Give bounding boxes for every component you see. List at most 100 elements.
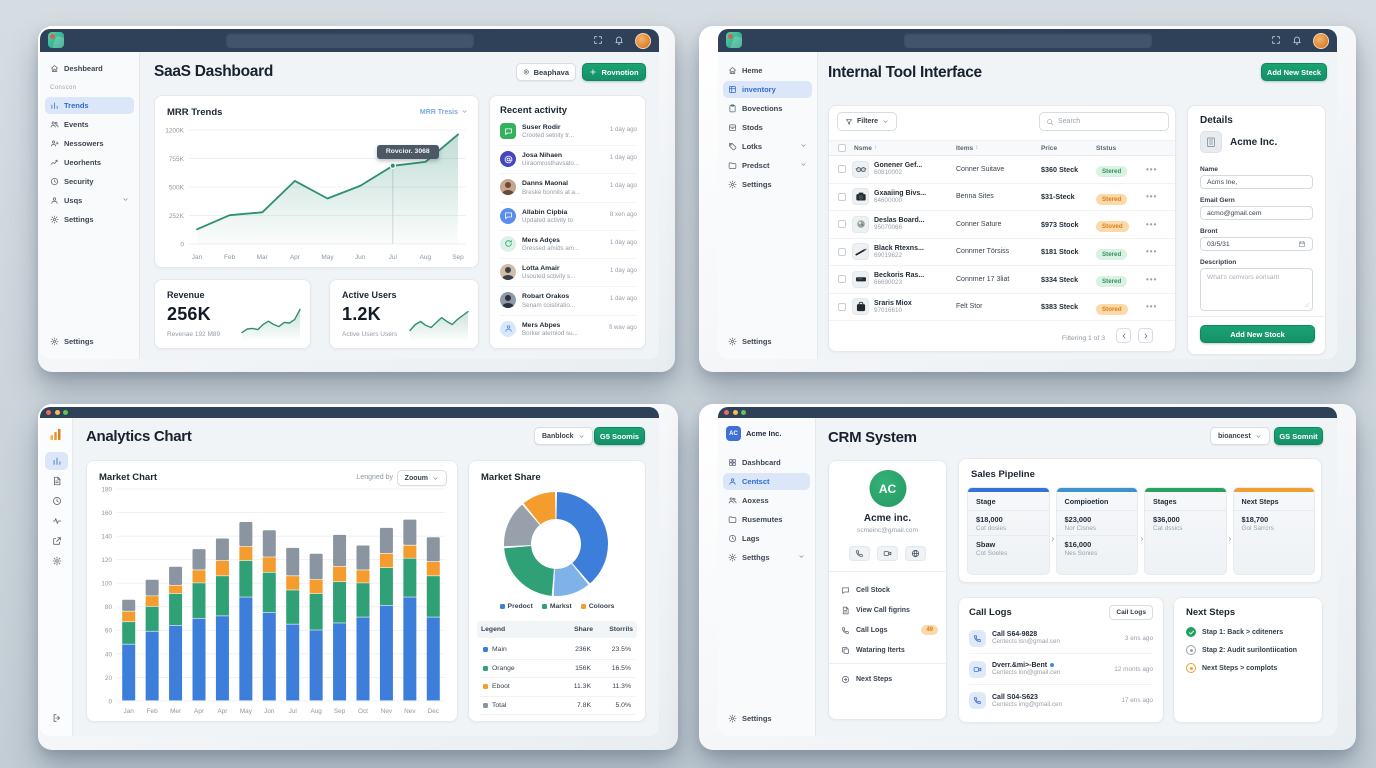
table-row[interactable]: Beckoris Ras... 66690023 Connmer 17 3liat $… bbox=[829, 266, 1175, 294]
activity-list-item[interactable]: Lotta Amair Usouted sctivity s... 1 day ag… bbox=[500, 259, 637, 288]
phone-button[interactable] bbox=[849, 546, 870, 561]
row-actions-button[interactable]: ••• bbox=[1146, 274, 1158, 284]
legend-select[interactable]: Zooum bbox=[396, 470, 447, 486]
activity-list-item[interactable]: Mers Adçes Gressed amids am... 1 day ago bbox=[500, 231, 637, 260]
call-logs-button[interactable]: Cail Logs bbox=[1109, 605, 1153, 620]
sidebar-item-dashbcard[interactable]: Dashbcard bbox=[723, 454, 810, 471]
bront-input[interactable]: 03/5/31 bbox=[1200, 237, 1313, 251]
table-row[interactable]: Deslas Board... 95070066 Conner Sature $973… bbox=[829, 211, 1175, 239]
table-row[interactable]: Sraris Miox 97016610 Felt Stor $383 Steck St… bbox=[829, 294, 1175, 321]
sidebar-item-deshbeard[interactable]: Deshbeard bbox=[45, 60, 134, 77]
sidebar-item-predsct[interactable]: Predsct bbox=[723, 157, 812, 174]
expand-icon[interactable] bbox=[1271, 32, 1281, 50]
rail-item-share[interactable] bbox=[45, 532, 68, 550]
sidebar-item-lotks[interactable]: Lotks bbox=[723, 138, 812, 155]
header-dropdown[interactable]: bioancest bbox=[1210, 427, 1270, 445]
column-header-status[interactable]: Ststus bbox=[1096, 144, 1117, 152]
avatar[interactable] bbox=[635, 32, 651, 49]
sidebar-item-nessowers[interactable]: Nessowers bbox=[45, 135, 134, 152]
share-table-row[interactable]: Orange 156K 16.5% bbox=[479, 660, 635, 678]
activity-list-item[interactable]: Mers Abpes Borker aterniod su... fi wav ag… bbox=[500, 316, 637, 343]
profile-menu-next-steps[interactable]: Next Steps bbox=[841, 669, 938, 689]
video-button[interactable] bbox=[877, 546, 898, 561]
activity-list-item[interactable]: Josa Nihaen Uiraomrosthavsato... 1 day ago bbox=[500, 146, 637, 175]
sidebar-item-settings[interactable]: Settings bbox=[723, 710, 810, 727]
rail-item-gear[interactable] bbox=[45, 552, 68, 570]
column-header-price[interactable]: Price bbox=[1041, 144, 1058, 152]
pipeline-column[interactable]: Stages $36,000 Cat dssics bbox=[1144, 487, 1227, 575]
add-new-stock-button[interactable]: Add New Stock bbox=[1200, 325, 1315, 343]
submit-button[interactable]: GS Somnit bbox=[1274, 427, 1323, 445]
row-actions-button[interactable]: ••• bbox=[1146, 247, 1158, 257]
row-actions-button[interactable]: ••• bbox=[1146, 219, 1158, 229]
rail-item-doc[interactable] bbox=[45, 472, 68, 490]
column-header-name[interactable]: Nsme ↑ bbox=[854, 144, 877, 152]
sidebar-item-settings[interactable]: Settings bbox=[723, 333, 812, 350]
name-input[interactable]: Acms Ine, bbox=[1200, 175, 1313, 189]
expand-icon[interactable] bbox=[593, 32, 603, 50]
primary-button[interactable]: Rovnotion bbox=[582, 63, 646, 81]
avatar[interactable] bbox=[1313, 32, 1329, 49]
close-traffic-light[interactable] bbox=[724, 410, 729, 415]
share-table-row[interactable]: Eboot 11.3K 11.3% bbox=[479, 678, 635, 697]
add-new-stock-button[interactable]: Add New Steck bbox=[1261, 63, 1327, 81]
activity-list-item[interactable]: Suser Rodir Crooted setnity tr... 1 day ag… bbox=[500, 118, 637, 147]
sidebar-item-security[interactable]: Security bbox=[45, 173, 134, 190]
table-row[interactable]: Gonener Gef... 60810002 Conner Suitave $360… bbox=[829, 156, 1175, 184]
table-row[interactable]: Black Rtexns... 69019622 Connmer Törsiss $1… bbox=[829, 239, 1175, 266]
close-traffic-light[interactable] bbox=[46, 410, 51, 415]
rail-item-logout[interactable] bbox=[45, 709, 68, 727]
search-input[interactable]: Search bbox=[1039, 112, 1169, 131]
row-checkbox[interactable] bbox=[838, 247, 846, 256]
filter-button[interactable]: Filtere bbox=[837, 112, 898, 131]
secondary-button[interactable]: Beaphava bbox=[516, 63, 576, 81]
pipeline-column[interactable]: Compioetion $23,000 Nor Cisnes $16,000 Nes S… bbox=[1055, 487, 1138, 575]
sidebar-item-heme[interactable]: Heme bbox=[723, 62, 812, 79]
topbar-search-bar[interactable] bbox=[904, 33, 1152, 48]
bell-icon[interactable] bbox=[1292, 32, 1302, 50]
row-checkbox[interactable] bbox=[838, 165, 846, 174]
sidebar-item-events[interactable]: Events bbox=[45, 116, 134, 133]
next-step-item[interactable]: Stap 2: Audit surilontiication bbox=[1186, 641, 1314, 659]
sidebar-item-settings[interactable]: Settings bbox=[45, 333, 134, 350]
sidebar-item-settings[interactable]: Settings bbox=[45, 211, 134, 228]
sidebar-item-bovections[interactable]: Bovections bbox=[723, 100, 812, 117]
zoom-traffic-light[interactable] bbox=[741, 410, 746, 415]
sidebar-item-trends[interactable]: Trends bbox=[45, 97, 134, 114]
topbar-search-bar[interactable] bbox=[226, 33, 474, 48]
row-checkbox[interactable] bbox=[838, 302, 846, 311]
column-header-items[interactable]: Items ↕ bbox=[956, 144, 979, 152]
next-page-button[interactable] bbox=[1138, 328, 1153, 343]
bell-icon[interactable] bbox=[614, 32, 624, 50]
profile-menu-call-logs[interactable]: Call Logs 49 bbox=[841, 620, 938, 640]
minimize-traffic-light[interactable] bbox=[54, 410, 60, 415]
sidebar-item-ueorhents[interactable]: Ueorhents bbox=[45, 154, 134, 171]
profile-menu-view-call-figrins[interactable]: View Call figrins bbox=[841, 600, 938, 620]
mrr-dropdown[interactable]: MRR Tresis bbox=[420, 108, 468, 117]
select-all-checkbox[interactable] bbox=[838, 144, 846, 152]
row-actions-button[interactable]: ••• bbox=[1146, 192, 1158, 202]
prev-page-button[interactable] bbox=[1116, 328, 1131, 343]
sidebar-item-usqs[interactable]: Usqs bbox=[45, 192, 134, 209]
rail-item-clock[interactable] bbox=[45, 492, 68, 510]
row-checkbox[interactable] bbox=[838, 275, 846, 284]
call-log-item[interactable]: Call S64-9828 Centects isn@gmail.cen 3 ens… bbox=[969, 623, 1153, 654]
description-textarea[interactable]: What's cemvors eorisartl bbox=[1200, 268, 1313, 311]
pipeline-column[interactable]: Next Steps $18,700 Gol Sarrcrs bbox=[1232, 487, 1315, 575]
sidebar-item-stods[interactable]: Stods bbox=[723, 119, 812, 136]
export-button[interactable]: G5 Soomis bbox=[594, 427, 645, 445]
activity-list-item[interactable]: Danns Maonal Breske bonnits at a... 1 day … bbox=[500, 174, 637, 203]
sidebar-item-rusemutes[interactable]: Rusemutes bbox=[723, 511, 810, 528]
minimize-traffic-light[interactable] bbox=[732, 410, 738, 415]
rail-item-pulse[interactable] bbox=[45, 512, 68, 530]
profile-menu-wataring-iterts[interactable]: Wataring Iterts bbox=[841, 640, 938, 660]
sidebar-item-inventory[interactable]: inventory bbox=[723, 81, 812, 98]
activity-list-item[interactable]: Allabin Cipbia Updated activity to 8 xen a… bbox=[500, 203, 637, 231]
sidebar-item-settings[interactable]: Settings bbox=[723, 176, 812, 193]
sidebar-item-aoxess[interactable]: Aoxess bbox=[723, 492, 810, 509]
share-table-row[interactable]: Total 7.8K 5.0% bbox=[479, 697, 635, 715]
email-gern-input[interactable]: acmo@gmail.cem bbox=[1200, 206, 1313, 220]
row-actions-button[interactable]: ••• bbox=[1146, 164, 1158, 174]
globe-button[interactable] bbox=[905, 546, 926, 561]
row-checkbox[interactable] bbox=[838, 220, 846, 229]
